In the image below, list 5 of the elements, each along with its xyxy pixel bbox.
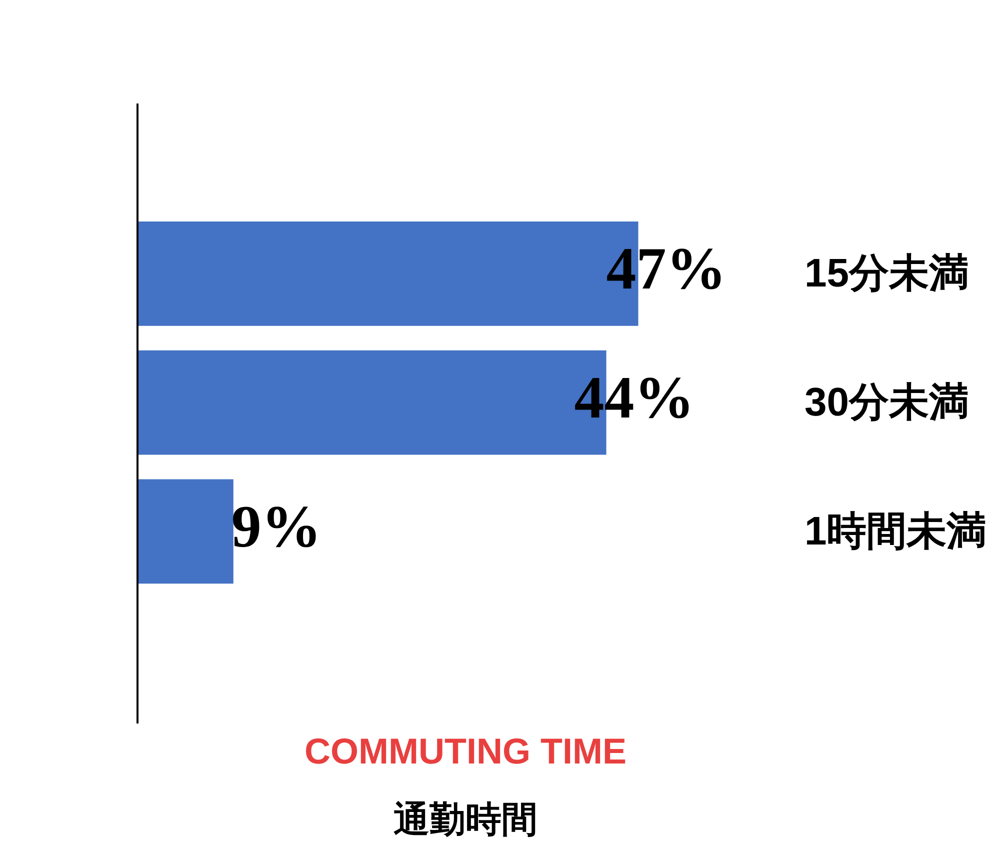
text: 通勤時間 <box>394 798 538 840</box>
y-tick-label: 30分未満 <box>804 380 969 425</box>
text: COMMUTING TIME <box>304 730 626 772</box>
y-tick-label: 15分未満 <box>804 252 969 296</box>
y-tick-label: 1時間未満 <box>804 509 987 554</box>
